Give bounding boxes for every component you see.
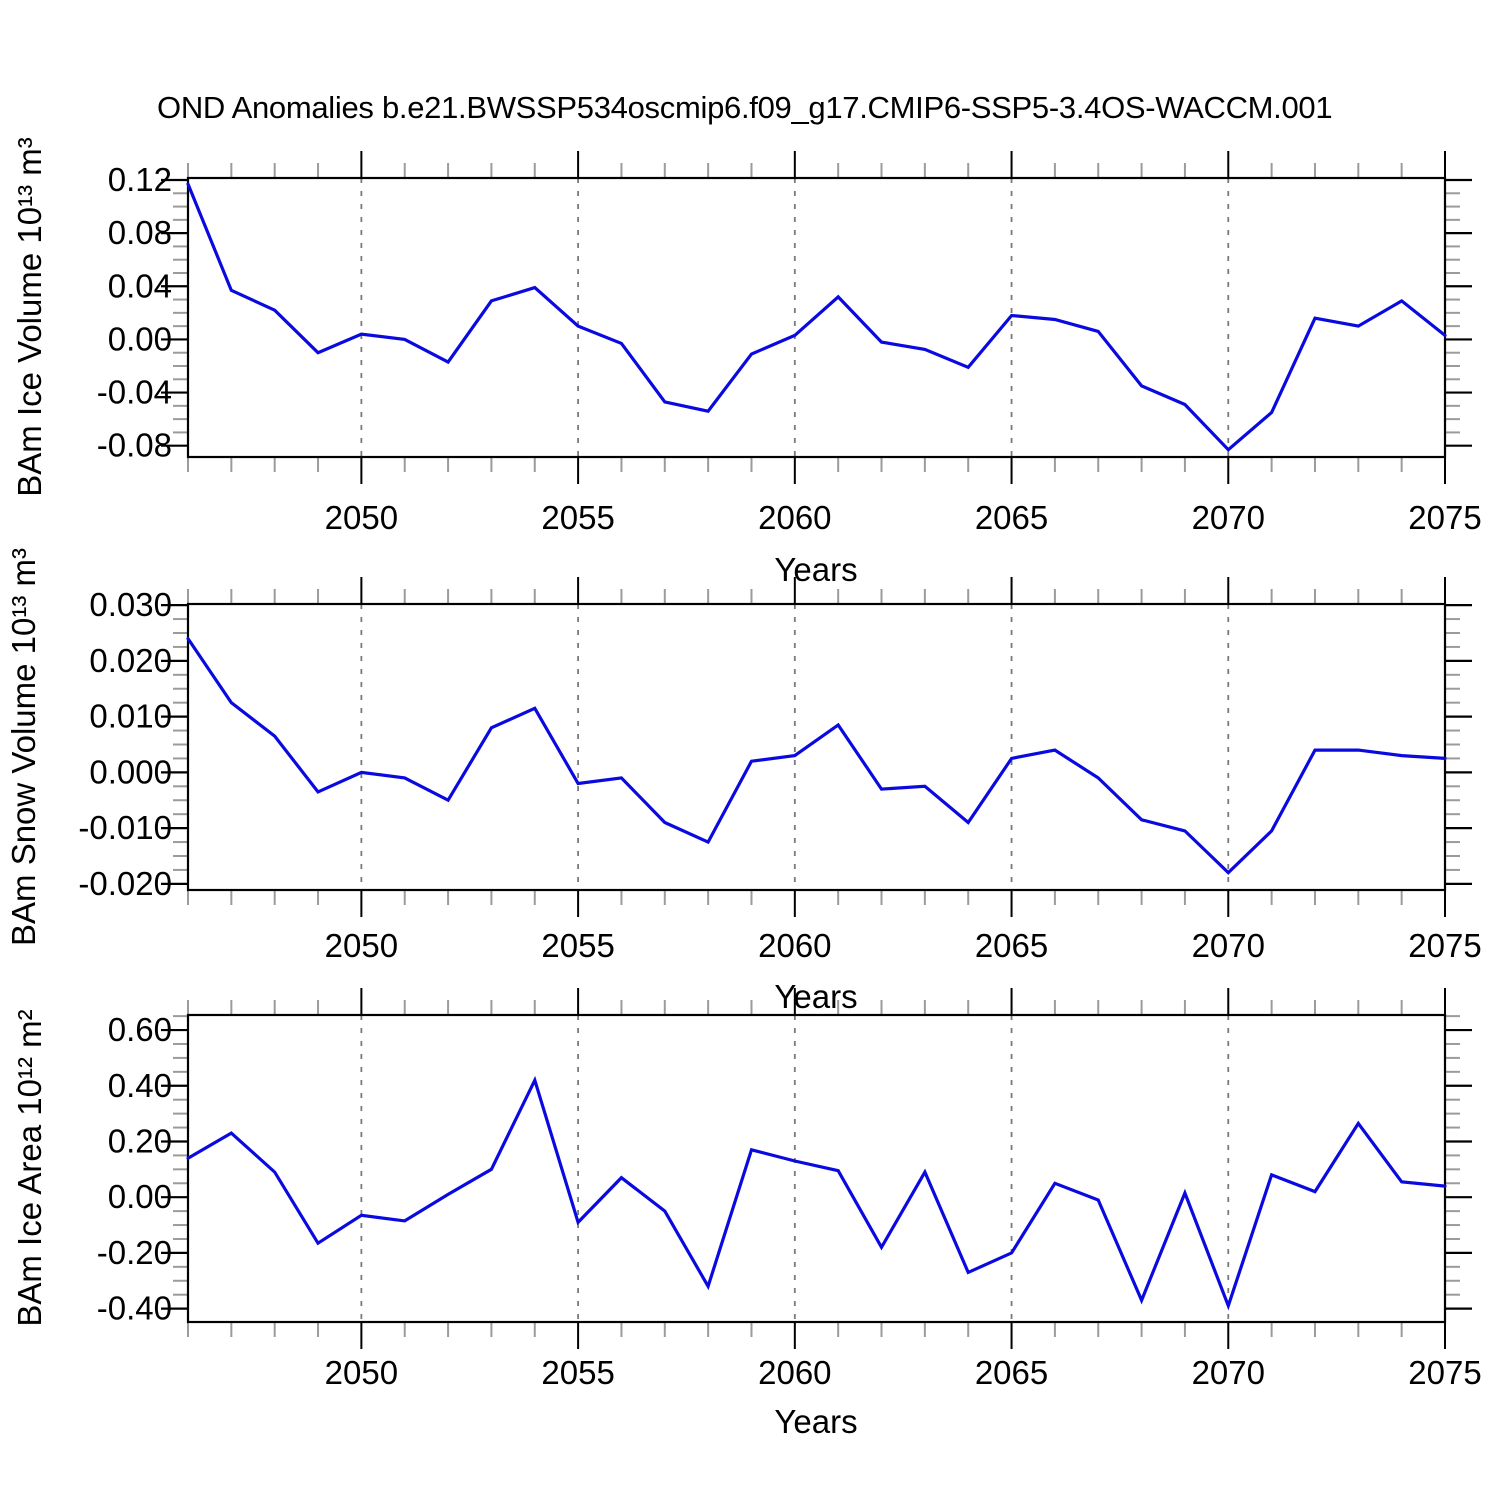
y-tick-label: -0.40 [97,1290,172,1327]
y-tick-label: -0.20 [97,1234,172,1271]
y-tick-label: 0.000 [89,753,172,790]
plot-1: 0.12 0.08 0.04 0.00 -0.04 -0.08 2050 2055 2060 20… [97,151,1482,536]
x-tick-label: 2050 [325,1354,398,1391]
x-axis-label-plot3: Years [774,1403,858,1440]
series-line-3 [186,1075,1447,1311]
x-tick-label: 2070 [1192,1354,1265,1391]
x-tick-label: 2055 [541,927,614,964]
plot-border [186,1013,1447,1324]
y-tick-label: 0.010 [89,698,172,735]
y-tick-label: 0.12 [108,161,172,198]
x-tick-label: 2050 [325,927,398,964]
y-tick-label: -0.020 [78,865,172,902]
series-line-2 [186,636,1447,875]
y-tick-label: 0.60 [108,1011,172,1048]
x-tick-label: 2055 [541,499,614,536]
y-tick-label: 0.020 [89,642,172,679]
x-axis-label-plot1: Years [774,551,858,588]
x-tick-label: 2050 [325,499,398,536]
y-tick-label: 0.08 [108,214,172,251]
x-axis-label-plot2: Years [774,978,858,1015]
x-tick-label: 2075 [1408,1354,1481,1391]
x-tick-label: 2075 [1408,499,1481,536]
y-axis-label-snow-volume: BAm Snow Volume 10¹³ m³ [5,548,42,946]
y-tick-label: 0.04 [108,267,172,304]
y-tick-label: 0.00 [108,1178,172,1215]
y-tick-label: -0.08 [97,427,172,464]
plot-border [186,602,1447,892]
y-axis-label-ice-volume: BAm Ice Volume 10¹³ m³ [11,137,48,497]
y-tick-label: 0.20 [108,1122,172,1159]
x-tick-label: 2075 [1408,927,1481,964]
y-axis-label-ice-area: BAm Ice Area 10¹² m² [11,1009,48,1327]
plot-border [186,176,1447,459]
y-tick-label: 0.030 [89,586,172,623]
figure-title: OND Anomalies b.e21.BWSSP534oscmip6.f09_… [157,90,1333,125]
y-tick-label: -0.010 [78,809,172,846]
x-tick-label: 2060 [758,927,831,964]
x-tick-label: 2065 [975,1354,1048,1391]
plot-2: 0.030 0.020 0.010 0.000 -0.010 -0.020 2050 2055… [78,577,1482,964]
x-tick-label: 2070 [1192,499,1265,536]
x-tick-label: 2065 [975,499,1048,536]
series-line-1 [186,182,1447,452]
x-tick-label: 2065 [975,927,1048,964]
x-tick-label: 2070 [1192,927,1265,964]
y-tick-label: 0.40 [108,1067,172,1104]
x-tick-label: 2055 [541,1354,614,1391]
x-tick-label: 2060 [758,1354,831,1391]
plot-3: 0.60 0.40 0.20 0.00 -0.20 -0.40 2050 2055 2060 20… [97,988,1482,1391]
y-tick-label: -0.04 [97,374,172,411]
y-tick-label: 0.00 [108,320,172,357]
x-tick-label: 2060 [758,499,831,536]
